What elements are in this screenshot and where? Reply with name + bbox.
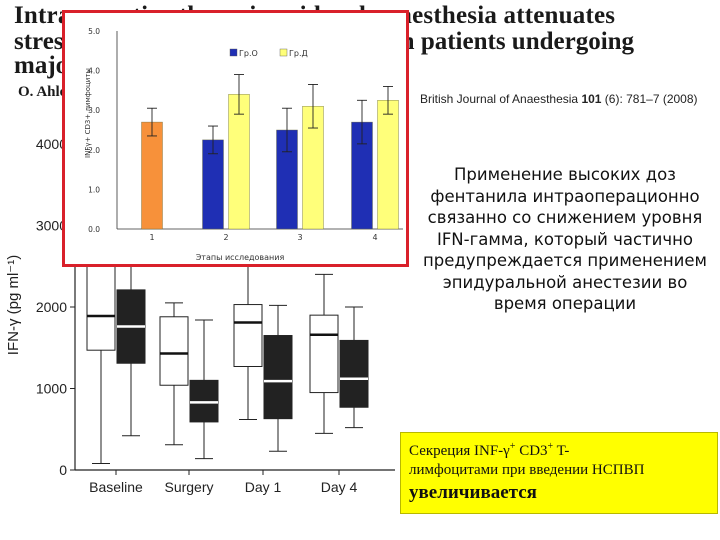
- box-iqr: [309, 314, 339, 394]
- y-axis-label: IFN-γ (pg ml⁻¹): [5, 255, 22, 355]
- box-iqr: [263, 335, 293, 420]
- y-tick-label: 3000: [36, 218, 67, 234]
- y-tick-label: 0: [59, 462, 67, 478]
- bar-y-tick-label: 4.0: [88, 67, 100, 76]
- bar-y-tick-label: 5.0: [88, 27, 100, 36]
- box-iqr: [339, 339, 369, 408]
- highlight-line-1: Секреция INF-γ+ CD3+ T-: [409, 441, 570, 459]
- highlight-line-3: увеличивается: [409, 482, 537, 503]
- journal-pages: (6): 781–7 (2008): [601, 92, 698, 106]
- box-iqr: [86, 257, 116, 351]
- conclusion-text: Применение высоких доз фентанила интраоп…: [422, 165, 708, 313]
- bar-x-tick-label: 4: [372, 233, 377, 242]
- bar-y-axis-label: INFγ+ CD3+ лимфоциты: [84, 68, 92, 158]
- box-surgery-light: [159, 302, 189, 446]
- journal-name: British Journal of Anaesthesia: [420, 92, 582, 106]
- highlight-line-2: лимфоцитами при введении НСПВП: [409, 462, 645, 478]
- y-tick-label: 1000: [36, 381, 67, 397]
- box-day-1-light: [233, 233, 263, 420]
- y-tick-label: 4000: [36, 136, 67, 152]
- box-day-4-light: [309, 273, 339, 434]
- box-iqr: [159, 316, 189, 386]
- x-tick-label: Day 4: [321, 479, 358, 495]
- box-day-4-dark: [339, 306, 369, 429]
- legend-swatch: [229, 48, 238, 57]
- legend-swatch: [279, 48, 288, 57]
- x-tick-label: Day 1: [245, 479, 282, 495]
- legend-label: Гр.О: [239, 49, 258, 58]
- legend-label: Гр.Д: [289, 49, 308, 58]
- bar-x-tick-label: 2: [223, 233, 228, 242]
- box-day-1-dark: [263, 304, 293, 452]
- bar-chart-inset: 0.0 1.0 2.0 3.0 4.0 5.0 INFγ+ CD3+ лимфоциты Эт…: [62, 10, 409, 267]
- bar-orange-1: [141, 121, 163, 230]
- x-tick-label: Baseline: [89, 479, 143, 495]
- bar-x-tick-label: 1: [149, 233, 154, 242]
- highlight-box: Секреция INF-γ+ CD3+ T- лимфоцитами при …: [400, 432, 718, 514]
- bar-y-tick-label: 0.0: [88, 225, 100, 234]
- bar-chart: 0.0 1.0 2.0 3.0 4.0 5.0 INFγ+ CD3+ лимфоциты Эт…: [84, 27, 403, 262]
- y-tick-label: 2000: [36, 299, 67, 315]
- bar-y-tick-label: 3.0: [88, 106, 100, 115]
- bar-y-tick-label: 2.0: [88, 146, 100, 155]
- box-surgery-dark: [189, 319, 219, 460]
- bar-y-tick-label: 1.0: [88, 185, 100, 194]
- bar-legend: Гр.О Гр.Д: [229, 48, 308, 58]
- journal-citation: British Journal of Anaesthesia 101 (6): …: [420, 92, 698, 106]
- journal-volume: 101: [581, 92, 602, 106]
- bar-x-axis-label: Этапы исследования: [196, 253, 285, 262]
- bar-x-tick-label: 3: [297, 233, 302, 242]
- box-iqr: [233, 304, 263, 367]
- bar-Гр-Д-4: [377, 100, 399, 230]
- x-tick-label: Surgery: [164, 479, 213, 495]
